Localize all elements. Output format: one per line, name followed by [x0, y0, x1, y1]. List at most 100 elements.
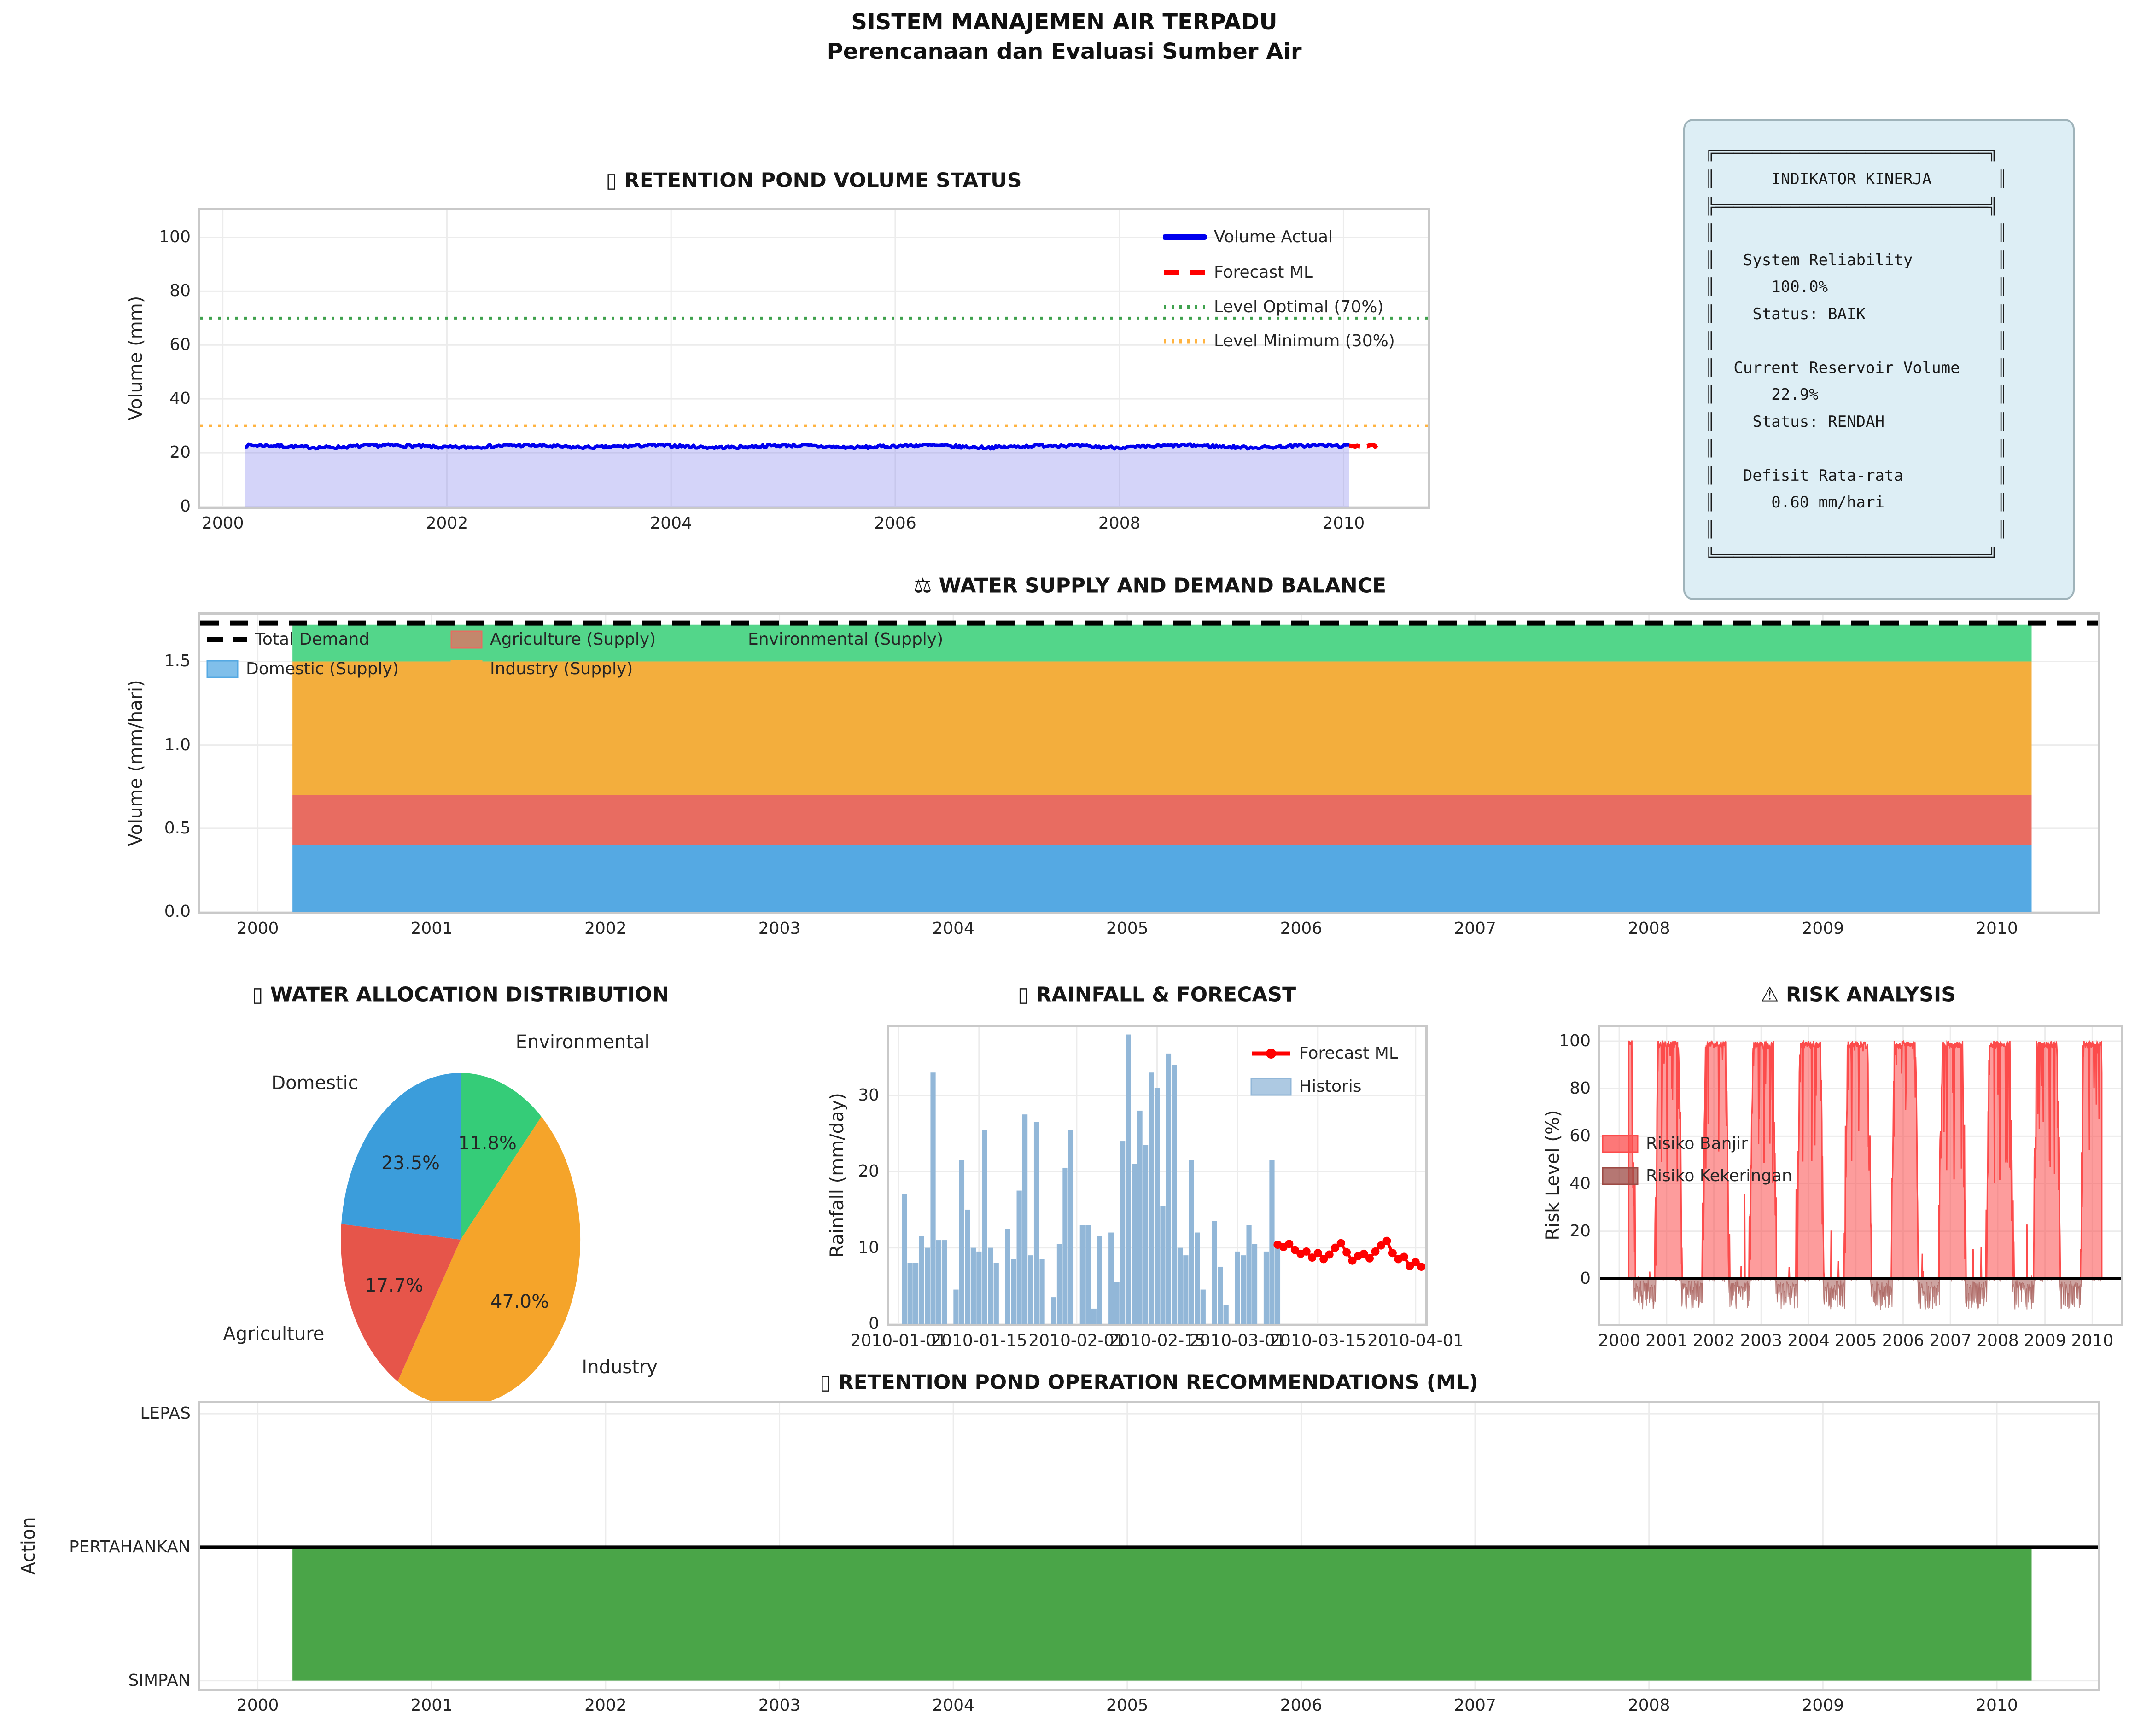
legend-label: Total Demand [255, 630, 370, 649]
x-tick-label: 2003 [758, 919, 801, 938]
x-tick-label: 2010 [1322, 514, 1365, 533]
x-tick-label: 2010-02-01 [1028, 1331, 1125, 1351]
legend-label: Risiko Kekeringan [1646, 1166, 1792, 1185]
x-tick-label: 2004 [650, 514, 692, 533]
x-tick-label: 2010 [1976, 1696, 2018, 1715]
legend-label: Industry (Supply) [490, 659, 633, 678]
chart-title-allocation: ▯ WATER ALLOCATION DISTRIBUTION [252, 983, 669, 1007]
legend-item: Risiko Banjir [1602, 1134, 1748, 1153]
chart-title-risk: ⚠ RISK ANALYSIS [1761, 983, 1956, 1007]
legend-item: Risiko Kekeringan [1602, 1166, 1792, 1185]
y-tick-label: 0 [869, 1314, 879, 1334]
legend-label: Level Minimum (30%) [1214, 332, 1395, 350]
legend-item: Agriculture (Supply) [450, 630, 656, 649]
x-tick-label: 2003 [758, 1696, 801, 1715]
x-tick-label: 2010 [1976, 919, 2018, 938]
y-tick-label: 20 [858, 1162, 879, 1181]
y-tick-label: LEPAS [140, 1404, 191, 1423]
x-tick-label: 2008 [1627, 919, 1670, 938]
x-tick-label: 2003 [1740, 1331, 1783, 1351]
x-tick-label: 2004 [1787, 1331, 1830, 1351]
retention-pond-chart [198, 208, 1430, 509]
x-tick-label: 2007 [1454, 1696, 1496, 1715]
x-tick-label: 2010-04-01 [1367, 1331, 1464, 1351]
x-tick-label: 2008 [1627, 1696, 1670, 1715]
legend-item: Level Minimum (30%) [1163, 332, 1395, 350]
pie-pct-label: 23.5% [381, 1152, 440, 1174]
y-tick-label: 20 [1569, 1221, 1591, 1241]
x-tick-label: 2010-03-15 [1270, 1331, 1366, 1351]
y-tick-label: 10 [858, 1238, 879, 1257]
x-tick-label: 2005 [1834, 1331, 1877, 1351]
legend-item: Forecast ML [1163, 263, 1313, 282]
pie-pct-label: 17.7% [365, 1275, 424, 1296]
y-tick-label: 60 [169, 335, 191, 355]
y-tick-label: 80 [1569, 1079, 1591, 1098]
indicator-panel: ╔═════════════════════════════╗ ║ INDIKA… [1683, 119, 2075, 600]
x-tick-label: 2010-03-01 [1189, 1331, 1286, 1351]
y-tick-label: 30 [858, 1086, 879, 1105]
y-axis-label-volume-hari: Volume (mm/hari) [125, 680, 146, 846]
y-tick-label: 100 [1559, 1031, 1591, 1051]
y-tick-label: 100 [159, 227, 191, 247]
y-tick-label: 0 [180, 497, 191, 516]
y-tick-label: 60 [1569, 1126, 1591, 1146]
legend-label: Environmental (Supply) [748, 630, 944, 649]
pie-pct-label: 11.8% [458, 1132, 517, 1154]
y-tick-label: SIMPAN [128, 1671, 191, 1690]
legend-label: Domestic (Supply) [246, 659, 399, 678]
x-tick-label: 2010-02-15 [1108, 1331, 1206, 1351]
x-tick-label: 2001 [410, 1696, 453, 1715]
x-tick-label: 2009 [1802, 1696, 1844, 1715]
allocation-pie-chart [304, 1027, 626, 1441]
legend-item: Forecast ML [1250, 1044, 1398, 1063]
legend-item: Domestic (Supply) [206, 659, 399, 678]
legend-label: Historis [1299, 1077, 1362, 1096]
x-tick-label: 2002 [426, 514, 468, 533]
chart-title-rainfall: ▯ RAINFALL & FORECAST [1017, 983, 1296, 1007]
x-tick-label: 2004 [932, 919, 974, 938]
x-tick-label: 2006 [1280, 1696, 1323, 1715]
x-tick-label: 2006 [1280, 919, 1323, 938]
rainfall-chart [887, 1025, 1428, 1326]
legend-item: Volume Actual [1163, 227, 1333, 246]
chart-title-supply-demand: ⚖ WATER SUPPLY AND DEMAND BALANCE [913, 574, 1387, 598]
supply-demand-chart [198, 612, 2100, 914]
y-axis-label-rainfall: Rainfall (mm/day) [827, 1093, 848, 1258]
x-tick-label: 2000 [1598, 1331, 1640, 1351]
legend-label: Volume Actual [1214, 227, 1333, 246]
legend-label: Forecast ML [1299, 1044, 1398, 1063]
y-tick-label: 1.5 [164, 652, 191, 671]
x-tick-label: 2010 [2071, 1331, 2114, 1351]
chart-title-retention-pond: ▯ RETENTION POND VOLUME STATUS [606, 169, 1022, 192]
y-tick-label: 0.5 [164, 819, 191, 838]
x-tick-label: 2001 [410, 919, 453, 938]
y-tick-label: 40 [1569, 1174, 1591, 1193]
indicator-panel-text: ╔═════════════════════════════╗ ║ INDIKA… [1705, 143, 2007, 566]
x-tick-label: 2008 [1098, 514, 1141, 533]
risk-chart [1598, 1025, 2123, 1326]
x-tick-label: 2009 [2024, 1331, 2066, 1351]
x-tick-label: 2006 [1882, 1331, 1925, 1351]
x-tick-label: 2005 [1106, 919, 1149, 938]
pie-label: Environmental [515, 1031, 650, 1053]
x-tick-label: 2005 [1106, 1696, 1149, 1715]
y-tick-label: 80 [169, 281, 191, 301]
figure-title: SISTEM MANAJEMEN AIR TERPADU [851, 9, 1277, 35]
y-tick-label: 0.0 [164, 902, 191, 921]
y-axis-label-action: Action [18, 1517, 39, 1575]
y-axis-label-volume-mm: Volume (mm) [125, 296, 146, 421]
y-tick-label: 20 [169, 443, 191, 462]
figure-subtitle: Perencanaan dan Evaluasi Sumber Air [827, 39, 1302, 64]
x-tick-label: 2000 [236, 1696, 279, 1715]
x-tick-label: 2010-01-15 [931, 1331, 1027, 1351]
x-tick-label: 2004 [932, 1696, 974, 1715]
y-tick-label: PERTAHANKAN [69, 1538, 191, 1557]
x-tick-label: 2001 [1645, 1331, 1688, 1351]
x-tick-label: 2008 [1977, 1331, 2019, 1351]
x-tick-label: 2007 [1454, 919, 1496, 938]
y-tick-label: 0 [1580, 1269, 1591, 1288]
x-tick-label: 2006 [874, 514, 916, 533]
x-tick-label: 2009 [1802, 919, 1844, 938]
legend-label: Risiko Banjir [1646, 1134, 1748, 1153]
